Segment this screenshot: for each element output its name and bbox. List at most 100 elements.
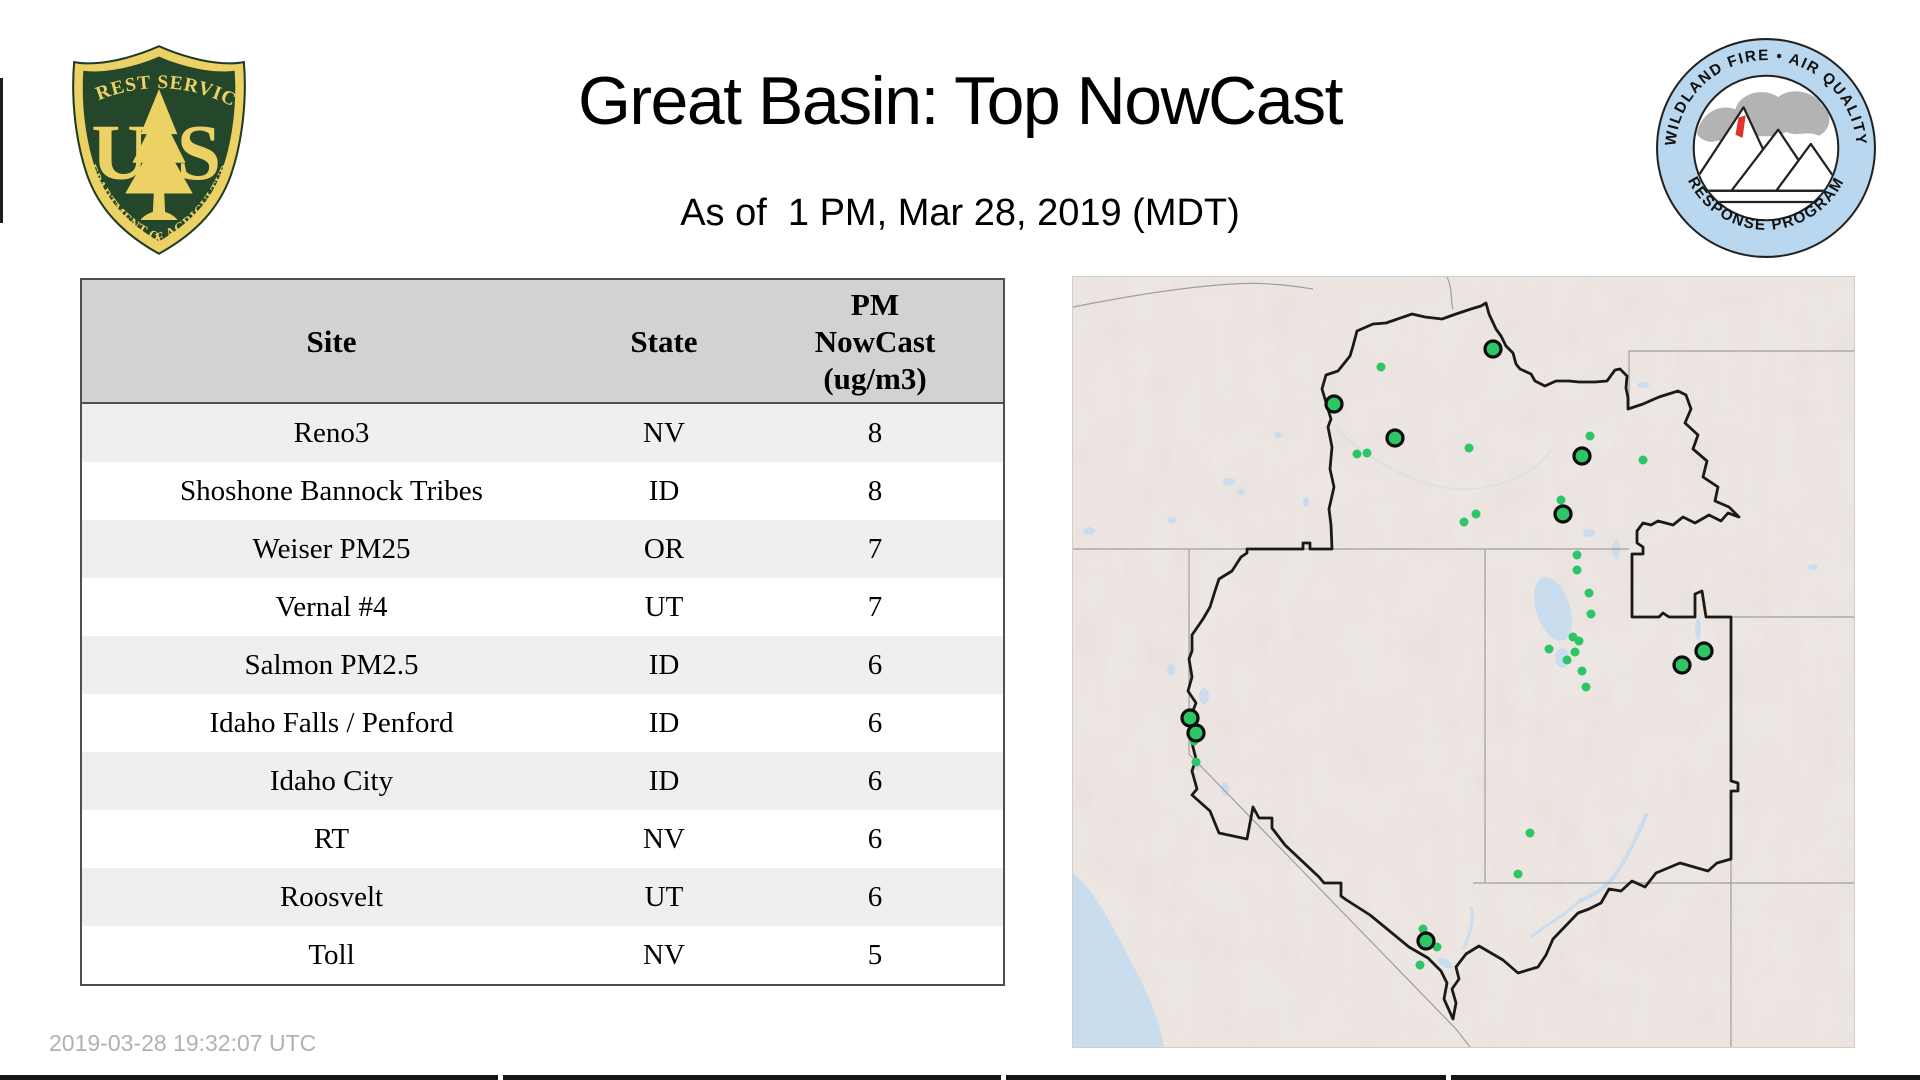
- site-cell: Toll: [308, 938, 355, 971]
- site-cell: Salmon PM2.5: [244, 648, 419, 681]
- monitor-site-dot-small: [1471, 509, 1481, 519]
- state-cell: ID: [648, 764, 680, 797]
- page-subtitle: As of 1 PM, Mar 28, 2019 (MDT): [680, 192, 1240, 234]
- great-basin-map: [1072, 276, 1854, 1048]
- monitor-site-dot-small: [1574, 636, 1584, 646]
- table-header-row: Site State PM NowCast (ug/m3): [81, 279, 1004, 404]
- site-dots: [1180, 339, 1714, 970]
- col-header-site: Site: [81, 279, 581, 404]
- col-header-pm-nowcast: PM NowCast (ug/m3): [747, 279, 1004, 404]
- pm-header-line1: PM: [850, 286, 900, 322]
- monitor-site-dot-small: [1638, 455, 1648, 465]
- wfaqrp-logo: WILDLAND FIRE • AIR QUALITY RESPONSE PRO…: [1656, 38, 1876, 258]
- monitor-site-dot-large: [1483, 339, 1503, 359]
- pm-header-line2: NowCast: [814, 323, 936, 359]
- state-cell: ID: [648, 648, 680, 681]
- pm-header-line3: (ug/m3): [823, 360, 927, 396]
- monitor-site-dot-small: [1525, 828, 1535, 838]
- table-row: Roosvelt UT 6: [81, 868, 1004, 926]
- state-cell: ID: [648, 474, 680, 507]
- map-terrain-highlight: [1073, 277, 1854, 1047]
- table-row: RT NV 6: [81, 810, 1004, 868]
- state-cell: ID: [648, 706, 680, 739]
- table-row: Reno3 NV 8: [81, 403, 1004, 462]
- pm-nowcast-cell: 6: [867, 822, 883, 855]
- usfs-tree-icon: [125, 89, 193, 221]
- state-borders: [1072, 276, 1854, 1048]
- site-cell: Reno3: [293, 416, 370, 449]
- table-row: Idaho City ID 6: [81, 752, 1004, 810]
- mountains-icon: [1694, 106, 1838, 192]
- pm-nowcast-cell: 6: [867, 764, 883, 797]
- map-container: [1072, 276, 1855, 1048]
- site-cell: Vernal #4: [275, 590, 388, 623]
- monitor-site-dot-small: [1570, 647, 1580, 657]
- table-row: Idaho Falls / Penford ID 6: [81, 694, 1004, 752]
- site-cell: Shoshone Bannock Tribes: [180, 474, 483, 507]
- state-cell: NV: [643, 938, 685, 971]
- monitor-site-dot-small: [1581, 682, 1591, 692]
- monitor-site-dot-large: [1694, 641, 1714, 661]
- col-header-state: State: [581, 279, 747, 404]
- monitor-site-dot-small: [1191, 757, 1201, 767]
- monitor-site-dot-large: [1186, 723, 1206, 743]
- pm-nowcast-cell: 8: [867, 474, 883, 507]
- monitor-site-dot-large: [1416, 931, 1436, 951]
- monitor-site-dot-small: [1418, 924, 1428, 934]
- site-cell: RT: [313, 822, 350, 855]
- pm-nowcast-cell: 7: [867, 532, 883, 565]
- monitor-site-dot-large: [1553, 504, 1573, 524]
- monitor-site-dot-small: [1513, 869, 1523, 879]
- table-row: Salmon PM2.5 ID 6: [81, 636, 1004, 694]
- site-cell: Weiser PM25: [252, 532, 411, 565]
- site-cell: Roosvelt: [279, 880, 384, 913]
- monitor-site-dot-small: [1572, 550, 1582, 560]
- pm-nowcast-cell: 6: [867, 706, 883, 739]
- state-cell: NV: [643, 416, 685, 449]
- table-row: Vernal #4 UT 7: [81, 578, 1004, 636]
- pm-nowcast-cell: 7: [867, 590, 883, 623]
- state-cell: OR: [643, 532, 685, 565]
- usfs-logo: FOREST SERVICE U S DEPARTMENT OF AGRICUL…: [67, 42, 246, 255]
- monitor-site-dot-large: [1572, 446, 1592, 466]
- site-cell: Idaho Falls / Penford: [209, 706, 454, 739]
- monitor-site-dot-small: [1464, 443, 1474, 453]
- state-cell: NV: [643, 822, 685, 855]
- window-edge-segment: [1451, 1075, 1920, 1080]
- monitor-site-dot-small: [1376, 362, 1386, 372]
- monitor-site-dot-large: [1672, 655, 1692, 675]
- monitor-site-dot-small: [1415, 960, 1425, 970]
- monitor-site-dot-small: [1584, 588, 1594, 598]
- monitor-site-dot-small: [1577, 666, 1587, 676]
- table-body: Reno3 NV 8 Shoshone Bannock Tribes ID 8 Weiser…: [81, 403, 1004, 985]
- flame-icon: [1735, 115, 1746, 138]
- table-row: Toll NV 5: [81, 926, 1004, 985]
- generated-timestamp: 2019-03-28 19:32:07 UTC: [49, 1030, 317, 1056]
- monitor-site-dot-small: [1544, 644, 1554, 654]
- monitor-site-dot-small: [1352, 449, 1362, 459]
- page-title: Great Basin: Top NowCast: [578, 63, 1344, 139]
- left-edge-artifact: [0, 78, 3, 223]
- monitor-site-dot-small: [1562, 655, 1572, 665]
- great-basin-boundary: [1186, 301, 1741, 1021]
- pm-nowcast-cell: 6: [867, 880, 883, 913]
- monitor-site-dot-small: [1556, 495, 1566, 505]
- monitor-site-dot-small: [1362, 448, 1372, 458]
- window-edge-segment: [1006, 1075, 1446, 1080]
- window-edge-bar: [0, 1075, 1920, 1080]
- nowcast-table: Site State PM NowCast (ug/m3) Reno3 NV 8 Sh…: [80, 278, 1005, 986]
- monitor-site-dot-small: [1572, 565, 1582, 575]
- monitor-site-dot-small: [1585, 431, 1595, 441]
- state-cell: UT: [644, 590, 684, 623]
- window-edge-segment: [0, 1075, 498, 1080]
- pm-nowcast-cell: 6: [867, 648, 883, 681]
- monitor-site-dot-small: [1459, 517, 1469, 527]
- window-edge-segment: [503, 1075, 1001, 1080]
- monitor-site-dot-small: [1586, 609, 1596, 619]
- state-cell: UT: [644, 880, 684, 913]
- monitor-site-dot-large: [1324, 394, 1344, 414]
- water-bodies: [1073, 382, 1818, 1047]
- site-cell: Idaho City: [269, 764, 394, 797]
- pm-nowcast-cell: 8: [867, 416, 883, 449]
